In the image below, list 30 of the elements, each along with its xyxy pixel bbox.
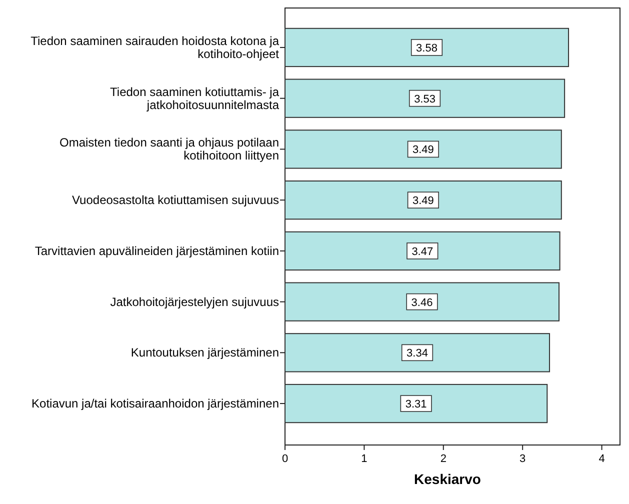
bar [284,231,560,271]
x-tick-label: 1 [361,453,368,465]
data-label: 3.53 [414,93,436,106]
y-tick-label: Omaisten tiedon saanti ja ohjaus potilaan kotihoitoon liittyen [60,136,279,163]
x-axis-title: Keskiarvo [414,471,481,487]
bar [284,180,562,220]
bar [284,333,550,372]
y-tick-label: Jatkohoitojärjestelyjen sujuvuus [110,294,279,309]
bar [284,130,562,169]
data-label: 3.49 [412,195,434,208]
bar [284,78,566,118]
x-tick-label: 3 [520,453,526,465]
y-tick-label: Vuodeosastolta kotiuttamisen sujuvuus [72,193,279,208]
x-tick-label: 2 [440,453,446,465]
bar [284,282,560,322]
bar [284,28,570,68]
y-tick-label: Kuntoutuksen järjestäminen [130,346,279,360]
data-label: 3.46 [411,296,433,309]
x-tick-label: 4 [598,453,605,465]
y-tick-label: Tiedon saaminen sairauden hoidosta kotona ja kotihoito-ohjeet [30,34,280,61]
y-tick-label: Tiedon saaminen kotiuttamis- ja jatkohoitosuunnitelmasta [110,84,280,112]
x-tick-label: 0 [282,453,288,465]
y-tick-label: Kotiavun ja/tai kotisairaanhoidon järjestäminen [32,396,279,411]
y-tick-label: Tarvittavien apuvälineiden järjestäminen kotiin [34,244,279,258]
data-label: 3.58 [416,42,438,54]
data-label: 3.31 [405,398,427,411]
data-label: 3.34 [406,348,428,360]
bar [284,384,548,424]
data-label: 3.49 [412,144,434,156]
data-label: 3.47 [412,246,434,258]
